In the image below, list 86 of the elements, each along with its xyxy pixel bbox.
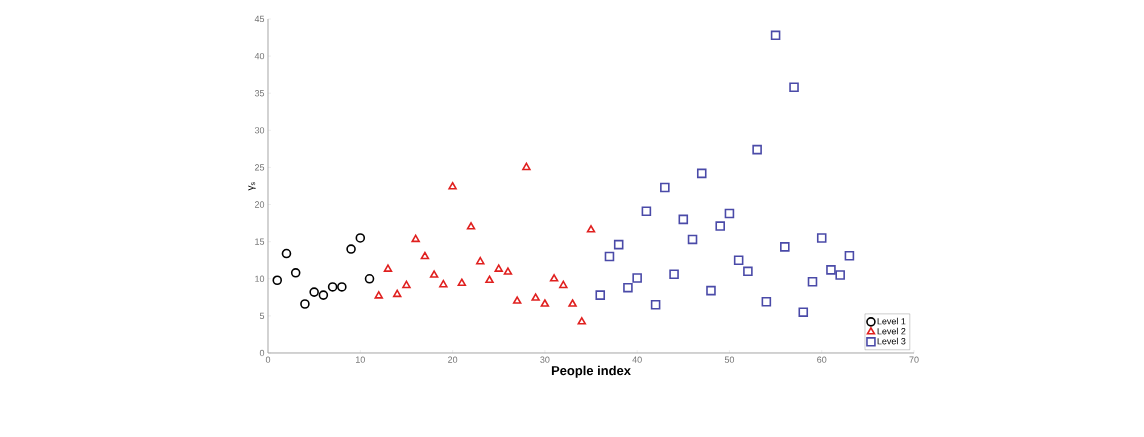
point [364, 273, 375, 284]
y-tick-label: 5 [259, 312, 265, 320]
x-tick-label: 0 [265, 356, 271, 363]
point [281, 248, 292, 259]
point [789, 82, 799, 93]
point [512, 296, 522, 304]
point [494, 264, 503, 272]
point [641, 206, 652, 217]
point [327, 282, 338, 292]
x-tick-label: 70 [909, 356, 919, 363]
point [678, 214, 689, 225]
point [660, 182, 670, 193]
x-tick-label: 60 [817, 356, 827, 363]
point [696, 168, 707, 179]
point [485, 275, 494, 284]
point [300, 299, 310, 309]
point [522, 162, 531, 171]
point [457, 278, 467, 287]
y-tick-label: 30 [254, 127, 265, 134]
point [439, 279, 448, 288]
x-tick-label: 20 [448, 356, 458, 363]
point [540, 299, 550, 307]
point [733, 255, 744, 265]
point [420, 251, 430, 260]
point [844, 250, 855, 261]
point [272, 275, 283, 286]
point [715, 221, 725, 231]
point [531, 293, 540, 301]
x-tick-label: 50 [724, 356, 735, 363]
point [392, 289, 402, 298]
point [309, 287, 319, 297]
point [669, 269, 679, 280]
point [337, 282, 347, 292]
point [752, 144, 762, 155]
point [559, 280, 568, 289]
point [798, 307, 809, 317]
point [577, 317, 587, 325]
point [448, 181, 457, 190]
point [411, 234, 420, 243]
y-tick-label: 20 [254, 201, 265, 208]
y-tick-label: 40 [254, 52, 265, 60]
point [586, 224, 596, 233]
y-tick-label: 25 [254, 164, 265, 171]
y-tick-label: 0 [259, 349, 265, 357]
point [595, 290, 606, 300]
point [613, 239, 624, 250]
point [780, 242, 790, 252]
point [383, 264, 393, 272]
point [807, 276, 818, 287]
y-axis-title: γ$_{s}$ [248, 182, 256, 191]
point [770, 30, 781, 41]
point [346, 244, 356, 254]
legend-label: Level 3 [877, 337, 906, 345]
point [687, 234, 698, 245]
point [402, 280, 411, 289]
point [761, 296, 772, 307]
point [429, 270, 439, 278]
point [355, 233, 366, 243]
x-tick-label: 40 [632, 356, 642, 363]
point [549, 273, 559, 282]
point [724, 208, 735, 219]
y-tick-label: 10 [255, 275, 265, 282]
point [318, 290, 329, 300]
point [476, 256, 485, 265]
x-tick-label: 10 [356, 356, 365, 363]
y-tick-label: 35 [254, 90, 265, 97]
point [816, 233, 827, 243]
y-tick-label: 15 [255, 238, 265, 245]
point [374, 291, 384, 299]
point [503, 267, 513, 275]
point [632, 273, 642, 283]
legend-label: Level 2 [877, 327, 906, 335]
point [568, 299, 577, 307]
point [604, 251, 615, 262]
x-axis-title: People index [551, 365, 631, 378]
point [466, 222, 476, 230]
point [706, 285, 716, 296]
point [743, 266, 753, 277]
point [650, 299, 661, 310]
point [826, 265, 836, 275]
point [835, 270, 845, 280]
legend-label: Level 1 [877, 317, 906, 325]
x-tick-label: 30 [540, 356, 550, 363]
point [290, 268, 301, 278]
point [623, 282, 633, 293]
y-tick-label: 45 [254, 15, 265, 23]
